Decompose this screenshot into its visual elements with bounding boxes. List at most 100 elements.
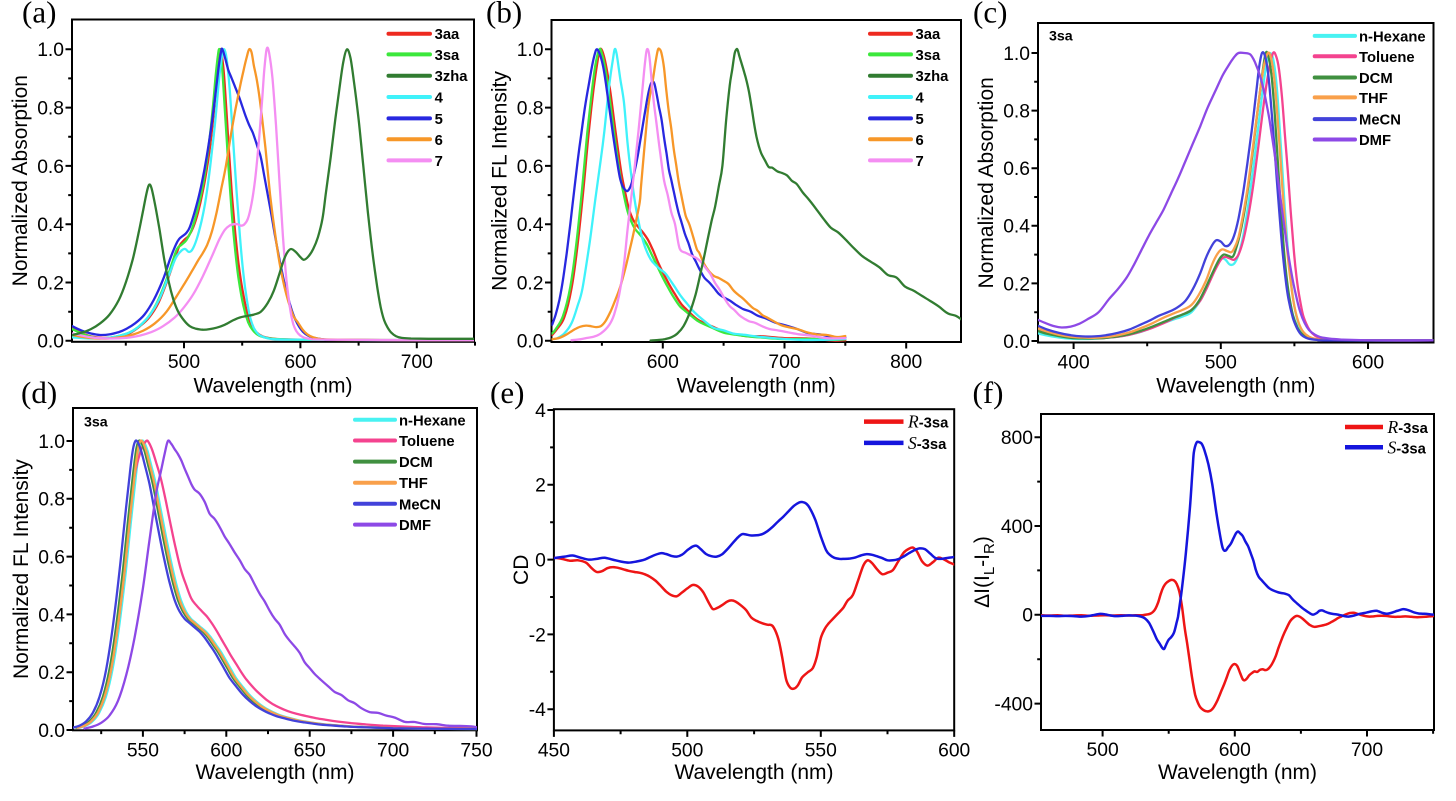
svg-text:R-3sa: R-3sa	[1387, 417, 1429, 437]
svg-text:0.0: 0.0	[37, 332, 64, 353]
svg-text:THF: THF	[1359, 91, 1388, 107]
svg-text:700: 700	[401, 352, 433, 373]
svg-text:3sa: 3sa	[84, 415, 108, 431]
svg-text:0.6: 0.6	[1003, 159, 1030, 180]
svg-text:0.2: 0.2	[38, 663, 65, 684]
svg-text:-400: -400	[994, 695, 1033, 716]
svg-text:3zha: 3zha	[435, 69, 469, 85]
svg-text:600: 600	[1352, 353, 1384, 374]
svg-text:500: 500	[168, 352, 200, 373]
svg-text:4: 4	[916, 91, 925, 107]
svg-text:DMF: DMF	[399, 518, 431, 534]
svg-text:Wavelength (nm): Wavelength (nm)	[677, 375, 836, 398]
svg-text:400: 400	[1001, 517, 1033, 538]
svg-text:(c): (c)	[973, 0, 1007, 30]
svg-text:700: 700	[768, 352, 800, 373]
svg-text:6: 6	[435, 133, 443, 149]
svg-text:7: 7	[435, 154, 443, 170]
svg-text:n-Hexane: n-Hexane	[1359, 29, 1426, 45]
svg-text:3sa: 3sa	[1049, 29, 1073, 45]
svg-text:5: 5	[916, 112, 924, 128]
svg-text:0.0: 0.0	[517, 332, 544, 353]
svg-text:DCM: DCM	[399, 455, 433, 471]
svg-text:0.8: 0.8	[517, 99, 544, 120]
svg-text:0.4: 0.4	[1003, 217, 1030, 238]
svg-text:750: 750	[460, 740, 492, 761]
svg-text:n-Hexane: n-Hexane	[399, 413, 466, 429]
svg-text:7: 7	[916, 154, 924, 170]
svg-text:600: 600	[210, 740, 242, 761]
svg-text:550: 550	[805, 740, 837, 761]
svg-text:0.6: 0.6	[517, 157, 544, 178]
svg-text:600: 600	[647, 352, 679, 373]
svg-text:DCM: DCM	[1359, 71, 1393, 87]
svg-text:Wavelength (nm): Wavelength (nm)	[1156, 375, 1315, 398]
svg-text:2: 2	[535, 476, 546, 497]
svg-text:Normalized Absorption: Normalized Absorption	[9, 75, 32, 286]
svg-text:Wavelength (nm): Wavelength (nm)	[193, 375, 352, 398]
svg-text:S-3sa: S-3sa	[908, 433, 947, 453]
svg-text:Normalized FL Intensity: Normalized FL Intensity	[10, 459, 33, 679]
svg-text:(f): (f)	[973, 375, 1004, 410]
svg-text:Wavelength (nm): Wavelength (nm)	[1158, 761, 1317, 784]
svg-text:800: 800	[1001, 428, 1033, 449]
svg-text:550: 550	[127, 740, 159, 761]
svg-text:Toluene: Toluene	[399, 434, 455, 450]
svg-text:Toluene: Toluene	[1359, 50, 1415, 66]
svg-text:1.0: 1.0	[517, 40, 544, 61]
svg-text:(b): (b)	[486, 0, 522, 30]
svg-text:0.4: 0.4	[37, 215, 64, 236]
svg-text:(e): (e)	[490, 375, 524, 410]
svg-text:0.0: 0.0	[38, 721, 65, 742]
svg-text:650: 650	[294, 740, 326, 761]
svg-text:3aa: 3aa	[435, 27, 460, 43]
svg-text:600: 600	[938, 740, 970, 761]
svg-text:Wavelength (nm): Wavelength (nm)	[195, 761, 354, 784]
svg-text:0.8: 0.8	[1003, 102, 1030, 123]
svg-text:Wavelength (nm): Wavelength (nm)	[674, 761, 833, 784]
svg-text:400: 400	[1058, 353, 1090, 374]
svg-text:(a): (a)	[22, 0, 56, 30]
svg-text:3aa: 3aa	[916, 27, 941, 43]
svg-text:0.4: 0.4	[517, 215, 544, 236]
svg-text:6: 6	[916, 133, 924, 149]
svg-text:0.6: 0.6	[38, 548, 65, 569]
svg-text:0: 0	[1022, 606, 1033, 627]
svg-text:700: 700	[1351, 740, 1383, 761]
svg-text:4: 4	[435, 91, 444, 107]
svg-text:-2: -2	[529, 625, 546, 646]
svg-text:0.6: 0.6	[37, 157, 64, 178]
svg-text:0.4: 0.4	[38, 605, 65, 626]
svg-text:0.8: 0.8	[38, 490, 65, 511]
svg-text:S-3sa: S-3sa	[1388, 437, 1427, 457]
svg-text:-4: -4	[529, 700, 546, 721]
svg-text:5: 5	[435, 112, 443, 128]
svg-text:3sa: 3sa	[435, 48, 460, 64]
svg-text:MeCN: MeCN	[1359, 113, 1401, 129]
svg-text:0.2: 0.2	[1003, 274, 1030, 295]
svg-text:(d): (d)	[21, 375, 57, 410]
svg-text:Normalized Absorption: Normalized Absorption	[975, 77, 998, 288]
svg-text:3sa: 3sa	[916, 48, 941, 64]
svg-text:500: 500	[1205, 353, 1237, 374]
svg-text:Normalized FL Intensity: Normalized FL Intensity	[489, 71, 512, 291]
svg-text:0.8: 0.8	[37, 99, 64, 120]
svg-text:MeCN: MeCN	[399, 497, 441, 513]
svg-text:1.0: 1.0	[1003, 44, 1030, 65]
svg-text:0.0: 0.0	[1003, 332, 1030, 353]
svg-text:600: 600	[284, 352, 316, 373]
svg-text:700: 700	[377, 740, 409, 761]
svg-text:DMF: DMF	[1359, 133, 1391, 149]
svg-text:0.2: 0.2	[517, 273, 544, 294]
svg-text:500: 500	[1087, 740, 1119, 761]
svg-text:CD: CD	[510, 555, 533, 585]
svg-text:4: 4	[535, 401, 546, 422]
svg-text:3zha: 3zha	[916, 69, 950, 85]
svg-text:500: 500	[671, 740, 703, 761]
svg-text:R-3sa: R-3sa	[907, 412, 949, 432]
svg-text:0: 0	[535, 551, 546, 572]
svg-text:1.0: 1.0	[38, 432, 65, 453]
svg-text:600: 600	[1219, 740, 1251, 761]
svg-text:0.2: 0.2	[37, 273, 64, 294]
svg-text:1.0: 1.0	[37, 40, 64, 61]
